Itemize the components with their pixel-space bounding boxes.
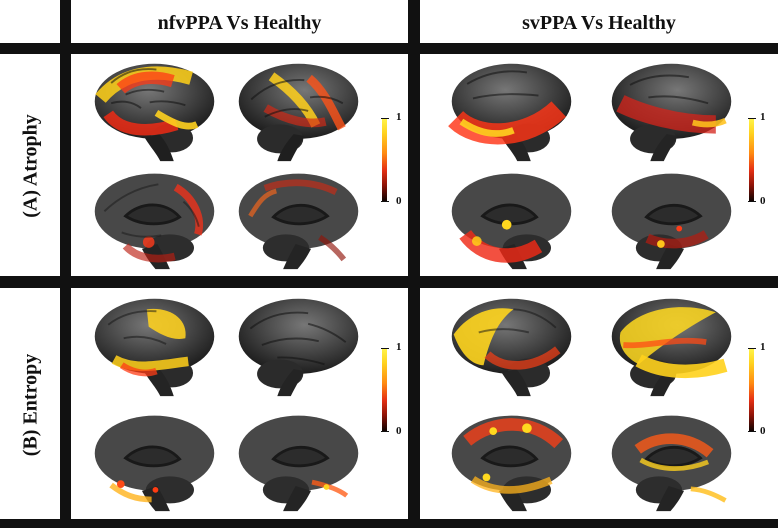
brain-left-lateral-atrophy-svppa [448,63,572,162]
brain-right-lateral-atrophy-svppa [611,63,732,162]
brain-left-medial-entropy-svppa [451,415,572,512]
grid-line-center [408,0,420,528]
colorbar-entropy-svppa [749,348,754,432]
colorbar-entropy-nfvppa [382,348,387,432]
brain-left-lateral-atrophy-nfvppa [94,63,215,162]
brain-right-lateral-entropy-nfvppa [238,298,359,397]
colorbar-max-label: 1 [396,111,402,123]
brain-right-lateral-entropy-svppa [611,298,732,397]
colorbar-min-label: 0 [396,195,402,207]
colorbar-atrophy-svppa [749,118,754,202]
brain-left-lateral-entropy-nfvppa [94,298,215,397]
column-title-nfvppa: nfvPPA Vs Healthy [157,12,322,34]
brain-right-medial-entropy-svppa [611,415,732,512]
grid-line-bottom [0,519,778,528]
colorbar-top-tick [748,118,756,119]
brain-left-medial-entropy-nfvppa [94,415,215,512]
colorbar-max-label: 1 [760,111,766,123]
colorbar-min-label: 0 [760,425,766,437]
colorbar-max-label: 1 [760,341,766,353]
colorbar-top-tick [381,118,389,119]
brain-left-medial-atrophy-nfvppa [94,173,215,270]
colorbar-atrophy-nfvppa [382,118,387,202]
colorbar-bottom-tick [748,201,756,202]
colorbar-bottom-tick [381,201,389,202]
row-label-entropy: (B) Entropy [19,353,42,457]
row-label-atrophy: (A) Atrophy [19,114,42,218]
colorbar-max-label: 1 [396,341,402,353]
colorbar-top-tick [381,348,389,349]
brain-right-medial-atrophy-nfvppa [238,173,359,270]
colorbar-min-label: 0 [760,195,766,207]
brain-right-medial-entropy-nfvppa [238,415,359,512]
brain-right-lateral-atrophy-nfvppa [238,63,359,162]
grid-line-left [60,0,71,528]
grid-line-middle [0,276,778,288]
brain-left-medial-atrophy-svppa [451,173,572,270]
colorbar-bottom-tick [381,431,389,432]
colorbar-bottom-tick [748,431,756,432]
colorbar-top-tick [748,348,756,349]
brain-right-medial-atrophy-svppa [611,173,732,270]
grid-line-top [0,43,778,54]
colorbar-min-label: 0 [396,425,402,437]
column-title-svppa: svPPA Vs Healthy [522,12,676,34]
brain-left-lateral-entropy-svppa [451,298,572,397]
